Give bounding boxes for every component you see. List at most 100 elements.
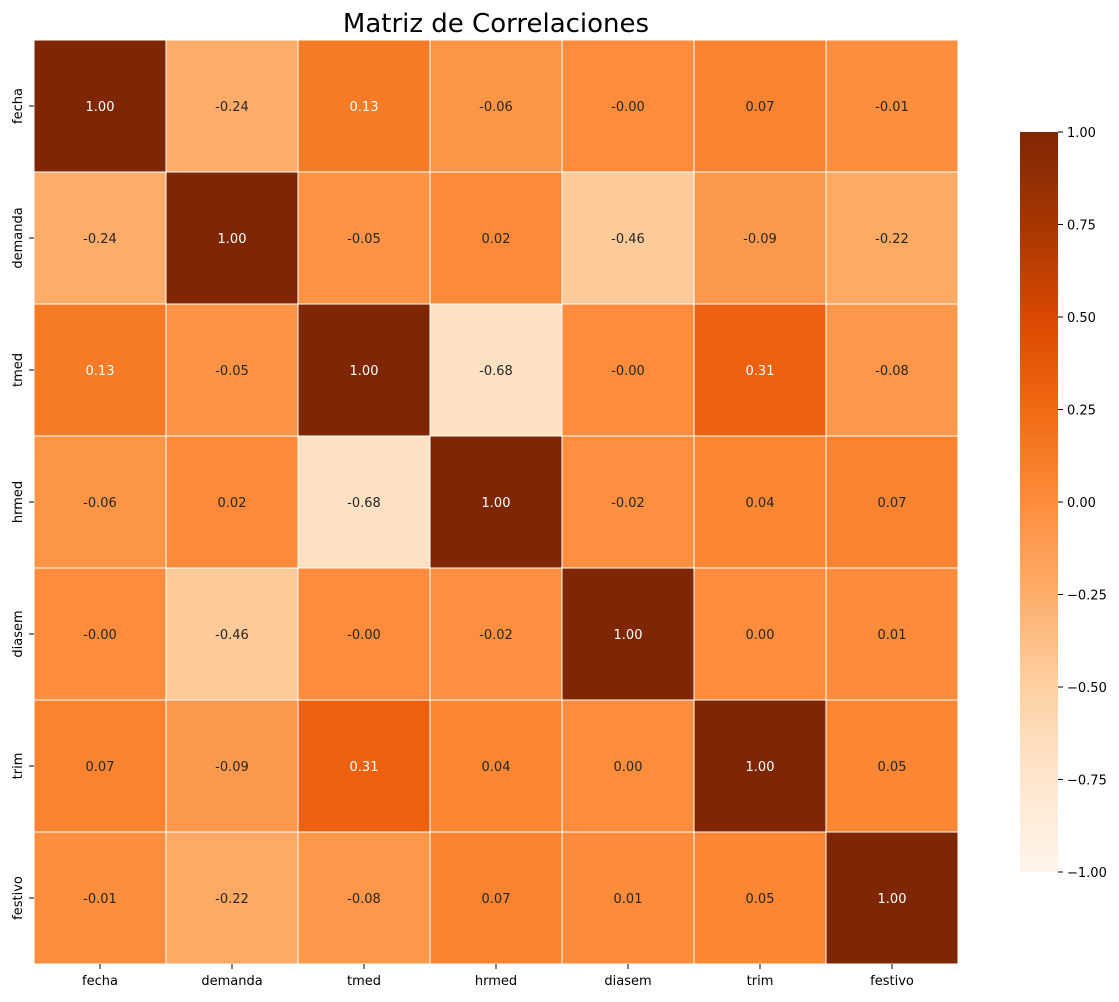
- cell-value-label: -0.08: [875, 364, 909, 379]
- x-tick-label-demanda: demanda: [201, 974, 262, 989]
- x-tick-label-diasem: diasem: [604, 974, 651, 989]
- heatmap-cell-fecha-fecha: [33, 39, 167, 173]
- cell-value-label: 0.01: [614, 892, 643, 907]
- cell-value-label: 0.31: [350, 760, 379, 775]
- cell-value-label: 0.07: [86, 760, 115, 775]
- heatmap-cell-trim-diasem: [561, 699, 695, 833]
- heatmap-cell-fecha-diasem: [561, 39, 695, 173]
- colorbar-tick-label: −0.25: [1067, 589, 1107, 604]
- y-tick-label-trim: trim: [11, 753, 26, 780]
- cell-value-label: 0.04: [482, 760, 511, 775]
- cell-value-label: -0.09: [743, 232, 777, 247]
- heatmap-cell-fecha-demanda: [165, 39, 299, 173]
- cell-value-label: 0.00: [614, 760, 643, 775]
- cell-value-label: 0.02: [482, 232, 511, 247]
- cell-value-label: 1.00: [878, 892, 907, 907]
- heatmap-cell-trim-demanda: [165, 699, 299, 833]
- cell-value-label: -0.22: [215, 892, 249, 907]
- heatmap-cell-festivo-tmed: [297, 831, 431, 965]
- cell-value-label: -0.01: [875, 100, 909, 115]
- colorbar-gradient: [1020, 132, 1058, 872]
- colorbar-tick-label: 0.75: [1067, 219, 1096, 234]
- y-tick-label-festivo: festivo: [11, 876, 26, 920]
- heatmap-cell-hrmed-festivo: [825, 435, 959, 569]
- heatmap-cell-demanda-tmed: [297, 171, 431, 305]
- x-tick-label-festivo: festivo: [870, 974, 914, 989]
- heatmap-cell-demanda-trim: [693, 171, 827, 305]
- cell-value-label: -0.00: [83, 628, 117, 643]
- cell-value-label: 0.05: [746, 892, 775, 907]
- heatmap-cell-tmed-tmed: [297, 303, 431, 437]
- cell-value-label: -0.09: [215, 760, 249, 775]
- heatmap-cell-festivo-festivo: [825, 831, 959, 965]
- cell-value-label: 0.07: [746, 100, 775, 115]
- heatmap-cell-fecha-tmed: [297, 39, 431, 173]
- cell-value-label: 0.13: [86, 364, 115, 379]
- cell-value-label: 1.00: [86, 100, 115, 115]
- heatmap-cell-trim-tmed: [297, 699, 431, 833]
- heatmap-value-labels: 1.00 -0.24 0.13 -0.06 -0.00 0.07 -0.01 -0.24 1.0…: [83, 100, 909, 907]
- heatmap-cell-fecha-hrmed: [429, 39, 563, 173]
- y-tick-label-fecha: fecha: [11, 88, 26, 124]
- heatmap-cell-fecha-trim: [693, 39, 827, 173]
- cell-value-label: 1.00: [218, 232, 247, 247]
- heatmap-cell-trim-fecha: [33, 699, 167, 833]
- heatmap-cell-hrmed-demanda: [165, 435, 299, 569]
- cell-value-label: -0.68: [479, 364, 513, 379]
- cell-value-label: 1.00: [350, 364, 379, 379]
- y-axis: fecha demanda tmed hrmed diasem trim festivo: [11, 88, 34, 920]
- cell-value-label: 0.05: [878, 760, 907, 775]
- y-tick-label-demanda: demanda: [11, 207, 26, 268]
- cell-value-label: 0.07: [878, 496, 907, 511]
- heatmap-cell-tmed-diasem: [561, 303, 695, 437]
- heatmap-cell-festivo-trim: [693, 831, 827, 965]
- cell-value-label: -0.24: [215, 100, 249, 115]
- cell-value-label: 0.13: [350, 100, 379, 115]
- cell-value-label: 0.04: [746, 496, 775, 511]
- heatmap-cell-demanda-festivo: [825, 171, 959, 305]
- cell-value-label: -0.00: [347, 628, 381, 643]
- cell-value-label: -0.46: [611, 232, 645, 247]
- cell-value-label: -0.00: [611, 100, 645, 115]
- cell-value-label: 1.00: [614, 628, 643, 643]
- x-tick-label-trim: trim: [747, 974, 774, 989]
- x-tick-label-hrmed: hrmed: [475, 974, 517, 989]
- colorbar-tick-label: 0.00: [1067, 496, 1096, 511]
- colorbar-tick-label: 1.00: [1067, 126, 1096, 141]
- heatmap-cell-diasem-tmed: [297, 567, 431, 701]
- cell-value-label: 1.00: [746, 760, 775, 775]
- colorbar: 1.00 0.75 0.50 0.25 0.00 −0.25 −0.50 −0.75 −1.00: [1020, 126, 1107, 881]
- heatmap-cell-festivo-hrmed: [429, 831, 563, 965]
- heatmap-cell-demanda-fecha: [33, 171, 167, 305]
- cell-value-label: 0.01: [878, 628, 907, 643]
- cell-value-label: -0.02: [479, 628, 513, 643]
- heatmap-cell-hrmed-fecha: [33, 435, 167, 569]
- heatmap-cell-tmed-hrmed: [429, 303, 563, 437]
- cell-value-label: -0.24: [83, 232, 117, 247]
- heatmap-cells: [33, 39, 959, 965]
- cell-value-label: 0.31: [746, 364, 775, 379]
- cell-value-label: -0.06: [83, 496, 117, 511]
- cell-value-label: 1.00: [482, 496, 511, 511]
- heatmap-cell-festivo-diasem: [561, 831, 695, 965]
- colorbar-tick-label: −1.00: [1067, 866, 1107, 881]
- cell-value-label: -0.05: [215, 364, 249, 379]
- heatmap-cell-hrmed-hrmed: [429, 435, 563, 569]
- colorbar-tick-label: 0.50: [1067, 311, 1096, 326]
- x-tick-label-tmed: tmed: [347, 974, 381, 989]
- cell-value-label: -0.08: [347, 892, 381, 907]
- y-tick-label-tmed: tmed: [11, 353, 26, 387]
- heatmap-cell-diasem-fecha: [33, 567, 167, 701]
- heatmap-cell-hrmed-trim: [693, 435, 827, 569]
- heatmap-cell-diasem-festivo: [825, 567, 959, 701]
- heatmap-cell-tmed-fecha: [33, 303, 167, 437]
- heatmap-cell-trim-festivo: [825, 699, 959, 833]
- cell-value-label: 0.07: [482, 892, 511, 907]
- cell-value-label: -0.06: [479, 100, 513, 115]
- chart-title: Matriz de Correlaciones: [343, 9, 649, 39]
- cell-value-label: -0.68: [347, 496, 381, 511]
- y-tick-label-diasem: diasem: [11, 610, 26, 657]
- cell-value-label: -0.02: [611, 496, 645, 511]
